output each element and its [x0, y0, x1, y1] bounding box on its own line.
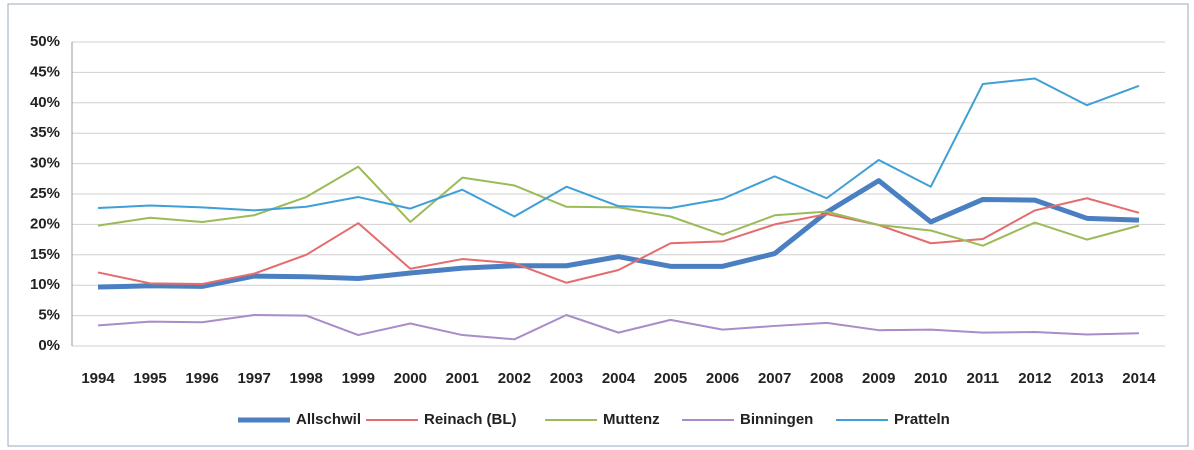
x-tick-label: 1994 [81, 370, 115, 387]
x-tick-label: 2001 [446, 370, 479, 387]
y-tick-label: 30% [30, 155, 60, 172]
x-tick-label: 2012 [1018, 370, 1051, 387]
y-tick-label: 20% [30, 215, 60, 232]
y-tick-label: 50% [30, 33, 60, 50]
x-tick-label: 2011 [967, 370, 1000, 387]
y-tick-label: 35% [30, 124, 60, 141]
y-tick-label: 5% [38, 307, 60, 324]
x-tick-label: 2003 [550, 370, 583, 387]
x-tick-label: 2010 [914, 370, 947, 387]
x-tick-label: 2009 [862, 370, 895, 387]
legend-label: Pratteln [894, 411, 950, 428]
legend-label: Allschwil [296, 411, 361, 428]
legend-label: Binningen [740, 411, 813, 428]
x-tick-label: 2000 [394, 370, 427, 387]
x-tick-label: 2014 [1122, 370, 1156, 387]
series-line [97, 313, 1140, 341]
chart-frame [7, 3, 1189, 447]
x-tick-label: 2005 [654, 370, 687, 387]
y-tick-label: 10% [30, 276, 60, 293]
x-tick-label: 1996 [185, 370, 218, 387]
x-tick-label: 1997 [237, 370, 270, 387]
legend-label: Reinach (BL) [424, 411, 517, 428]
x-tick-label: 1995 [133, 370, 166, 387]
x-tick-label: 2008 [810, 370, 843, 387]
series-line [97, 77, 1140, 218]
y-tick-label: 40% [30, 94, 60, 111]
x-tick-label: 2006 [706, 370, 739, 387]
x-tick-label: 2007 [758, 370, 791, 387]
x-tick-label: 2002 [498, 370, 531, 387]
y-tick-label: 45% [30, 63, 60, 80]
x-tick-label: 1999 [342, 370, 375, 387]
x-tick-label: 2013 [1070, 370, 1103, 387]
x-tick-label: 1998 [290, 370, 323, 387]
y-tick-label: 15% [30, 246, 60, 263]
y-tick-label: 0% [38, 337, 60, 354]
series-line [97, 178, 1140, 290]
legend-label: Muttenz [603, 411, 660, 428]
x-tick-label: 2004 [602, 370, 636, 387]
y-tick-label: 25% [30, 185, 60, 202]
